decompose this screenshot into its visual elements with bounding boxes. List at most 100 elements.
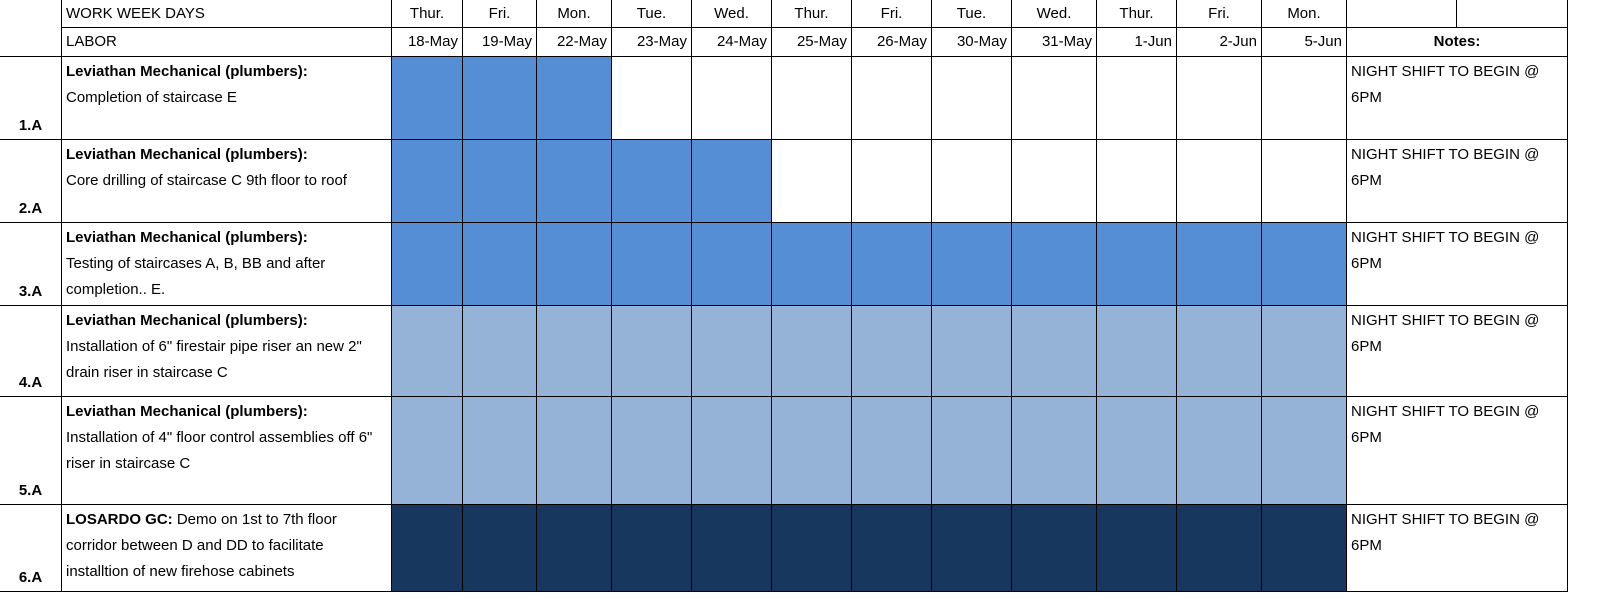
row-id: 2.A (18, 200, 43, 217)
day-cell: Fri. (1176, 0, 1262, 28)
day-label: Mon. (1287, 5, 1321, 22)
day-slot (536, 305, 612, 397)
date-cell: 19-May (462, 27, 537, 57)
day-cell: Fri. (851, 0, 932, 28)
header-title: WORK WEEK DAYS (66, 5, 205, 22)
row-id: 3.A (18, 283, 43, 300)
day-slot (611, 139, 692, 223)
day-slot (1261, 139, 1347, 223)
day-slot (1261, 222, 1347, 306)
day-label: Wed. (714, 5, 749, 22)
day-slot (462, 396, 537, 505)
day-slot (851, 222, 932, 306)
contractor: LOSARDO GC: (66, 511, 173, 528)
row-id: 1.A (18, 117, 43, 134)
day-slot (1096, 139, 1177, 223)
day-cell: Wed. (691, 0, 772, 28)
row-id: 6.A (18, 569, 43, 586)
task: Completion of staircase E (66, 89, 237, 106)
day-slot (391, 396, 463, 505)
day-slot (1011, 305, 1097, 397)
date-label: 18-May (407, 33, 458, 50)
day-slot (771, 504, 852, 592)
day-slot (771, 396, 852, 505)
day-slot (462, 504, 537, 592)
date-label: 23-May (636, 33, 687, 50)
date-cell: 26-May (851, 27, 932, 57)
day-slot (1176, 305, 1262, 397)
date-label: 2-Jun (1219, 33, 1257, 50)
day-label: Thur. (1119, 5, 1154, 22)
day-label: Fri. (1208, 5, 1230, 22)
day-slot (851, 305, 932, 397)
day-label: Thur. (409, 5, 445, 22)
day-slot (691, 396, 772, 505)
contractor: Leviathan Mechanical (plumbers): (66, 229, 308, 246)
date-label: 19-May (481, 33, 532, 50)
day-label: Fri. (880, 5, 903, 22)
date-cell: 30-May (931, 27, 1012, 57)
date-label: 5-Jun (1304, 33, 1342, 50)
day-slot (1011, 222, 1097, 306)
blank-cell (1346, 0, 1457, 28)
day-slot (391, 305, 463, 397)
labor-cell: Leviathan Mechanical (plumbers): Installa… (61, 305, 392, 397)
day-slot (1096, 504, 1177, 592)
day-slot (462, 305, 537, 397)
task: Demo on 1st to 7th floor corridor betwee… (66, 511, 337, 580)
date-cell: 22-May (536, 27, 612, 57)
note-cell: NIGHT SHIFT TO BEGIN @ 6PM (1346, 305, 1568, 397)
day-slot (391, 504, 463, 592)
day-slot (931, 222, 1012, 306)
contractor: Leviathan Mechanical (plumbers): (66, 403, 308, 420)
date-label: 30-May (956, 33, 1007, 50)
day-slot (391, 139, 463, 223)
day-slot (462, 222, 537, 306)
day-cell: Thur. (391, 0, 463, 28)
header-title-cell: WORK WEEK DAYS (61, 0, 392, 28)
labor-cell: Leviathan Mechanical (plumbers): Testing … (61, 222, 392, 306)
day-slot (851, 504, 932, 592)
day-slot (1176, 139, 1262, 223)
labor-label-cell: LABOR (61, 27, 392, 57)
day-slot (611, 222, 692, 306)
day-slot (391, 222, 463, 306)
day-slot (691, 305, 772, 397)
note: NIGHT SHIFT TO BEGIN @ 6PM (1351, 146, 1540, 189)
row-id-cell: 2.A (0, 139, 62, 223)
day-label: Tue. (636, 5, 667, 22)
row-id-cell: 5.A (0, 396, 62, 505)
day-slot (931, 504, 1012, 592)
day-slot (1011, 56, 1097, 140)
day-slot (1011, 396, 1097, 505)
day-slot (611, 56, 692, 140)
date-cell: 2-Jun (1176, 27, 1262, 57)
day-slot (462, 56, 537, 140)
day-cell: Wed. (1011, 0, 1097, 28)
day-slot (1176, 222, 1262, 306)
day-slot (1096, 222, 1177, 306)
blank-cell (1456, 0, 1568, 28)
day-slot (611, 504, 692, 592)
day-slot (931, 139, 1012, 223)
day-slot (1096, 305, 1177, 397)
day-slot (1261, 305, 1347, 397)
date-cell: 23-May (611, 27, 692, 57)
task: Testing of staircases A, B, BB and after… (66, 255, 326, 298)
task: Installation of 4" floor control assembl… (66, 429, 373, 472)
date-cell: 5-Jun (1261, 27, 1347, 57)
day-slot (691, 139, 772, 223)
task: Core drilling of staircase C 9th floor t… (66, 172, 347, 189)
day-label: Tue. (956, 5, 987, 22)
note-cell: NIGHT SHIFT TO BEGIN @ 6PM (1346, 396, 1568, 505)
contractor: Leviathan Mechanical (plumbers): (66, 146, 308, 163)
day-slot (1176, 396, 1262, 505)
day-slot (931, 396, 1012, 505)
labor-cell: Leviathan Mechanical (plumbers): Installa… (61, 396, 392, 505)
day-slot (771, 222, 852, 306)
day-slot (1011, 139, 1097, 223)
date-cell: 31-May (1011, 27, 1097, 57)
notes-label-cell: Notes: (1346, 27, 1568, 57)
day-label: Thur. (794, 5, 829, 22)
date-cell: 25-May (771, 27, 852, 57)
